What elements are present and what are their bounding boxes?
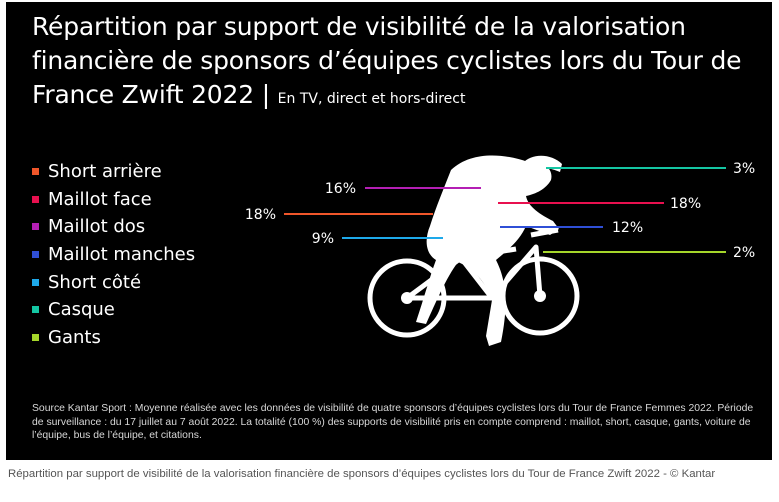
legend-swatch xyxy=(32,306,39,314)
value-label-short-cote: 9% xyxy=(312,231,334,247)
chart-title: Répartition par support de visibilité de… xyxy=(32,10,762,116)
value-label-short-arriere: 18% xyxy=(245,207,276,223)
legend-label: Casque xyxy=(48,299,115,321)
legend-item-casque: Casque xyxy=(32,296,195,324)
legend-item-maillot-dos: Maillot dos xyxy=(32,213,195,241)
legend-label: Maillot manches xyxy=(48,244,196,266)
source-note: Source Kantar Sport : Moyenne réalisée a… xyxy=(32,403,754,441)
legend-swatch xyxy=(32,251,39,259)
legend-swatch xyxy=(32,278,39,286)
legend-item-maillot-manches: Maillot manches xyxy=(32,241,195,269)
chart-title-text: Répartition par support de visibilité de… xyxy=(32,12,742,109)
legend-item-short-cote: Short côté xyxy=(32,268,195,296)
legend-swatch xyxy=(32,195,39,203)
cyclist-illustration xyxy=(367,155,580,346)
legend-label: Maillot face xyxy=(48,188,152,210)
title-separator: | xyxy=(261,80,270,109)
chart-subtitle: En TV, direct et hors-direct xyxy=(277,91,466,107)
value-label-gants: 2% xyxy=(733,245,755,261)
legend-swatch xyxy=(32,333,39,341)
value-label-maillot-face: 18% xyxy=(670,196,701,212)
legend-label: Gants xyxy=(48,326,101,348)
legend-swatch xyxy=(32,223,39,231)
legend-item-short-arriere: Short arrière xyxy=(32,158,195,186)
infographic-card: Répartition par support de visibilité de… xyxy=(6,2,772,460)
legend-item-maillot-face: Maillot face xyxy=(32,186,195,214)
legend-swatch xyxy=(32,168,39,176)
chart-legend: Short arrière Maillot face Maillot dos Mail… xyxy=(32,158,195,351)
legend-label: Maillot dos xyxy=(48,216,146,238)
legend-item-gants: Gants xyxy=(32,324,195,352)
value-label-casque: 3% xyxy=(733,161,755,177)
value-label-maillot-manches: 12% xyxy=(612,220,643,236)
image-caption: Répartition par support de visibilité de… xyxy=(8,468,716,480)
chart-marks: 18% 18% 16% 12% 9% 3% 2% xyxy=(245,161,755,261)
legend-label: Short côté xyxy=(48,271,142,293)
cyclist-chart: 18% 18% 16% 12% 9% 3% 2% xyxy=(245,155,755,346)
legend-label: Short arrière xyxy=(48,161,162,183)
value-label-maillot-dos: 16% xyxy=(325,181,356,197)
